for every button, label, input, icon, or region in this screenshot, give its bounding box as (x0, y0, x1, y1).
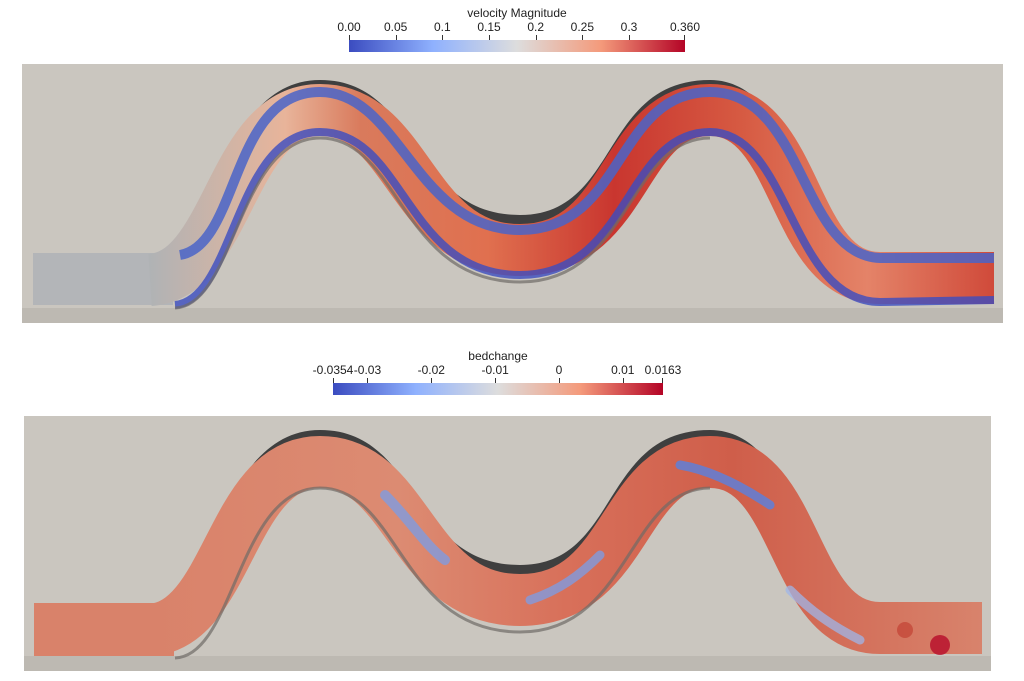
colorbar-velocity-tick-label: 0.25 (570, 20, 595, 34)
colorbar-bedchange-tick-mark (662, 378, 663, 383)
colorbar-bedchange-tick-label: -0.0354 (312, 363, 354, 377)
velocity-colorbar-gradient (349, 40, 685, 52)
colorbar-velocity-tick-label: 0.15 (477, 20, 501, 34)
velocity-outer-edge (174, 127, 995, 309)
colorbar-bedchange-tick-label: -0.02 (417, 363, 445, 377)
bedchange-outer-shadow (174, 486, 711, 660)
bedchange-colorbar-gradient (333, 383, 663, 395)
bedchange-erosion-2 (525, 550, 605, 605)
colorbar-velocity-tick-mark (442, 35, 444, 40)
colorbar-bedchange-tick-mark (367, 378, 369, 383)
bedchange-erosion-4 (785, 585, 865, 645)
colorbar-bedchange-tick-label: 0 (555, 363, 563, 377)
colorbar-velocity-tick-label: 0.3 (620, 20, 638, 34)
bedchange-channel-bed (145, 435, 982, 656)
colorbar-bedchange-tick-label: 0.01 (611, 363, 635, 377)
colorbar-velocity-tick-label: 0.05 (383, 20, 408, 34)
colorbar-bedchange-tick-mark (495, 378, 497, 383)
bedchange-colorbar-title: bedchange (468, 349, 528, 363)
bedchange-erosion-3 (675, 460, 775, 510)
velocity-colorbar-title: velocity Magnitude (467, 6, 567, 20)
bedchange-panel-base (24, 656, 991, 671)
colorbar-velocity-tick-mark (349, 35, 350, 40)
colorbar-velocity-tick-mark (489, 35, 490, 40)
colorbar-bedchange-tick-label: 0.0163 (644, 363, 682, 377)
velocity-channel-flow (145, 83, 994, 306)
velocity-outer-shadow (174, 136, 711, 310)
colorbar-velocity-tick-label: 0.360 (669, 20, 701, 34)
colorbar-velocity-tick-label: 0.00 (337, 20, 361, 34)
velocity-panel (22, 64, 1003, 323)
colorbar-bedchange-tick-label: -0.03 (353, 363, 382, 377)
colorbar-velocity-tick-mark (684, 35, 685, 40)
colorbar-bedchange-tick-mark (622, 378, 624, 383)
colorbar-bedchange-tick-mark (558, 378, 560, 383)
colorbar-velocity-tick-mark (395, 35, 397, 40)
colorbar-bedchange-tick-mark (333, 378, 334, 383)
bedchange-erosion-1 (380, 490, 450, 565)
colorbar-bedchange-tick-mark (431, 378, 433, 383)
colorbar-velocity-tick-label: 0.1 (433, 20, 451, 34)
bedchange-panel (24, 416, 991, 671)
colorbar-velocity-tick-mark (582, 35, 584, 40)
velocity-inner-edge (178, 86, 994, 263)
colorbar-bedchange-tick-label: -0.01 (481, 363, 509, 377)
bedchange-deposition-1 (930, 635, 950, 655)
colorbar-velocity-tick-label: 0.2 (527, 20, 544, 34)
bedchange-deposition-2 (897, 622, 913, 638)
colorbar-velocity-tick-mark (535, 35, 537, 40)
colorbar-velocity-tick-mark (629, 35, 630, 40)
velocity-panel-base (22, 308, 1003, 323)
